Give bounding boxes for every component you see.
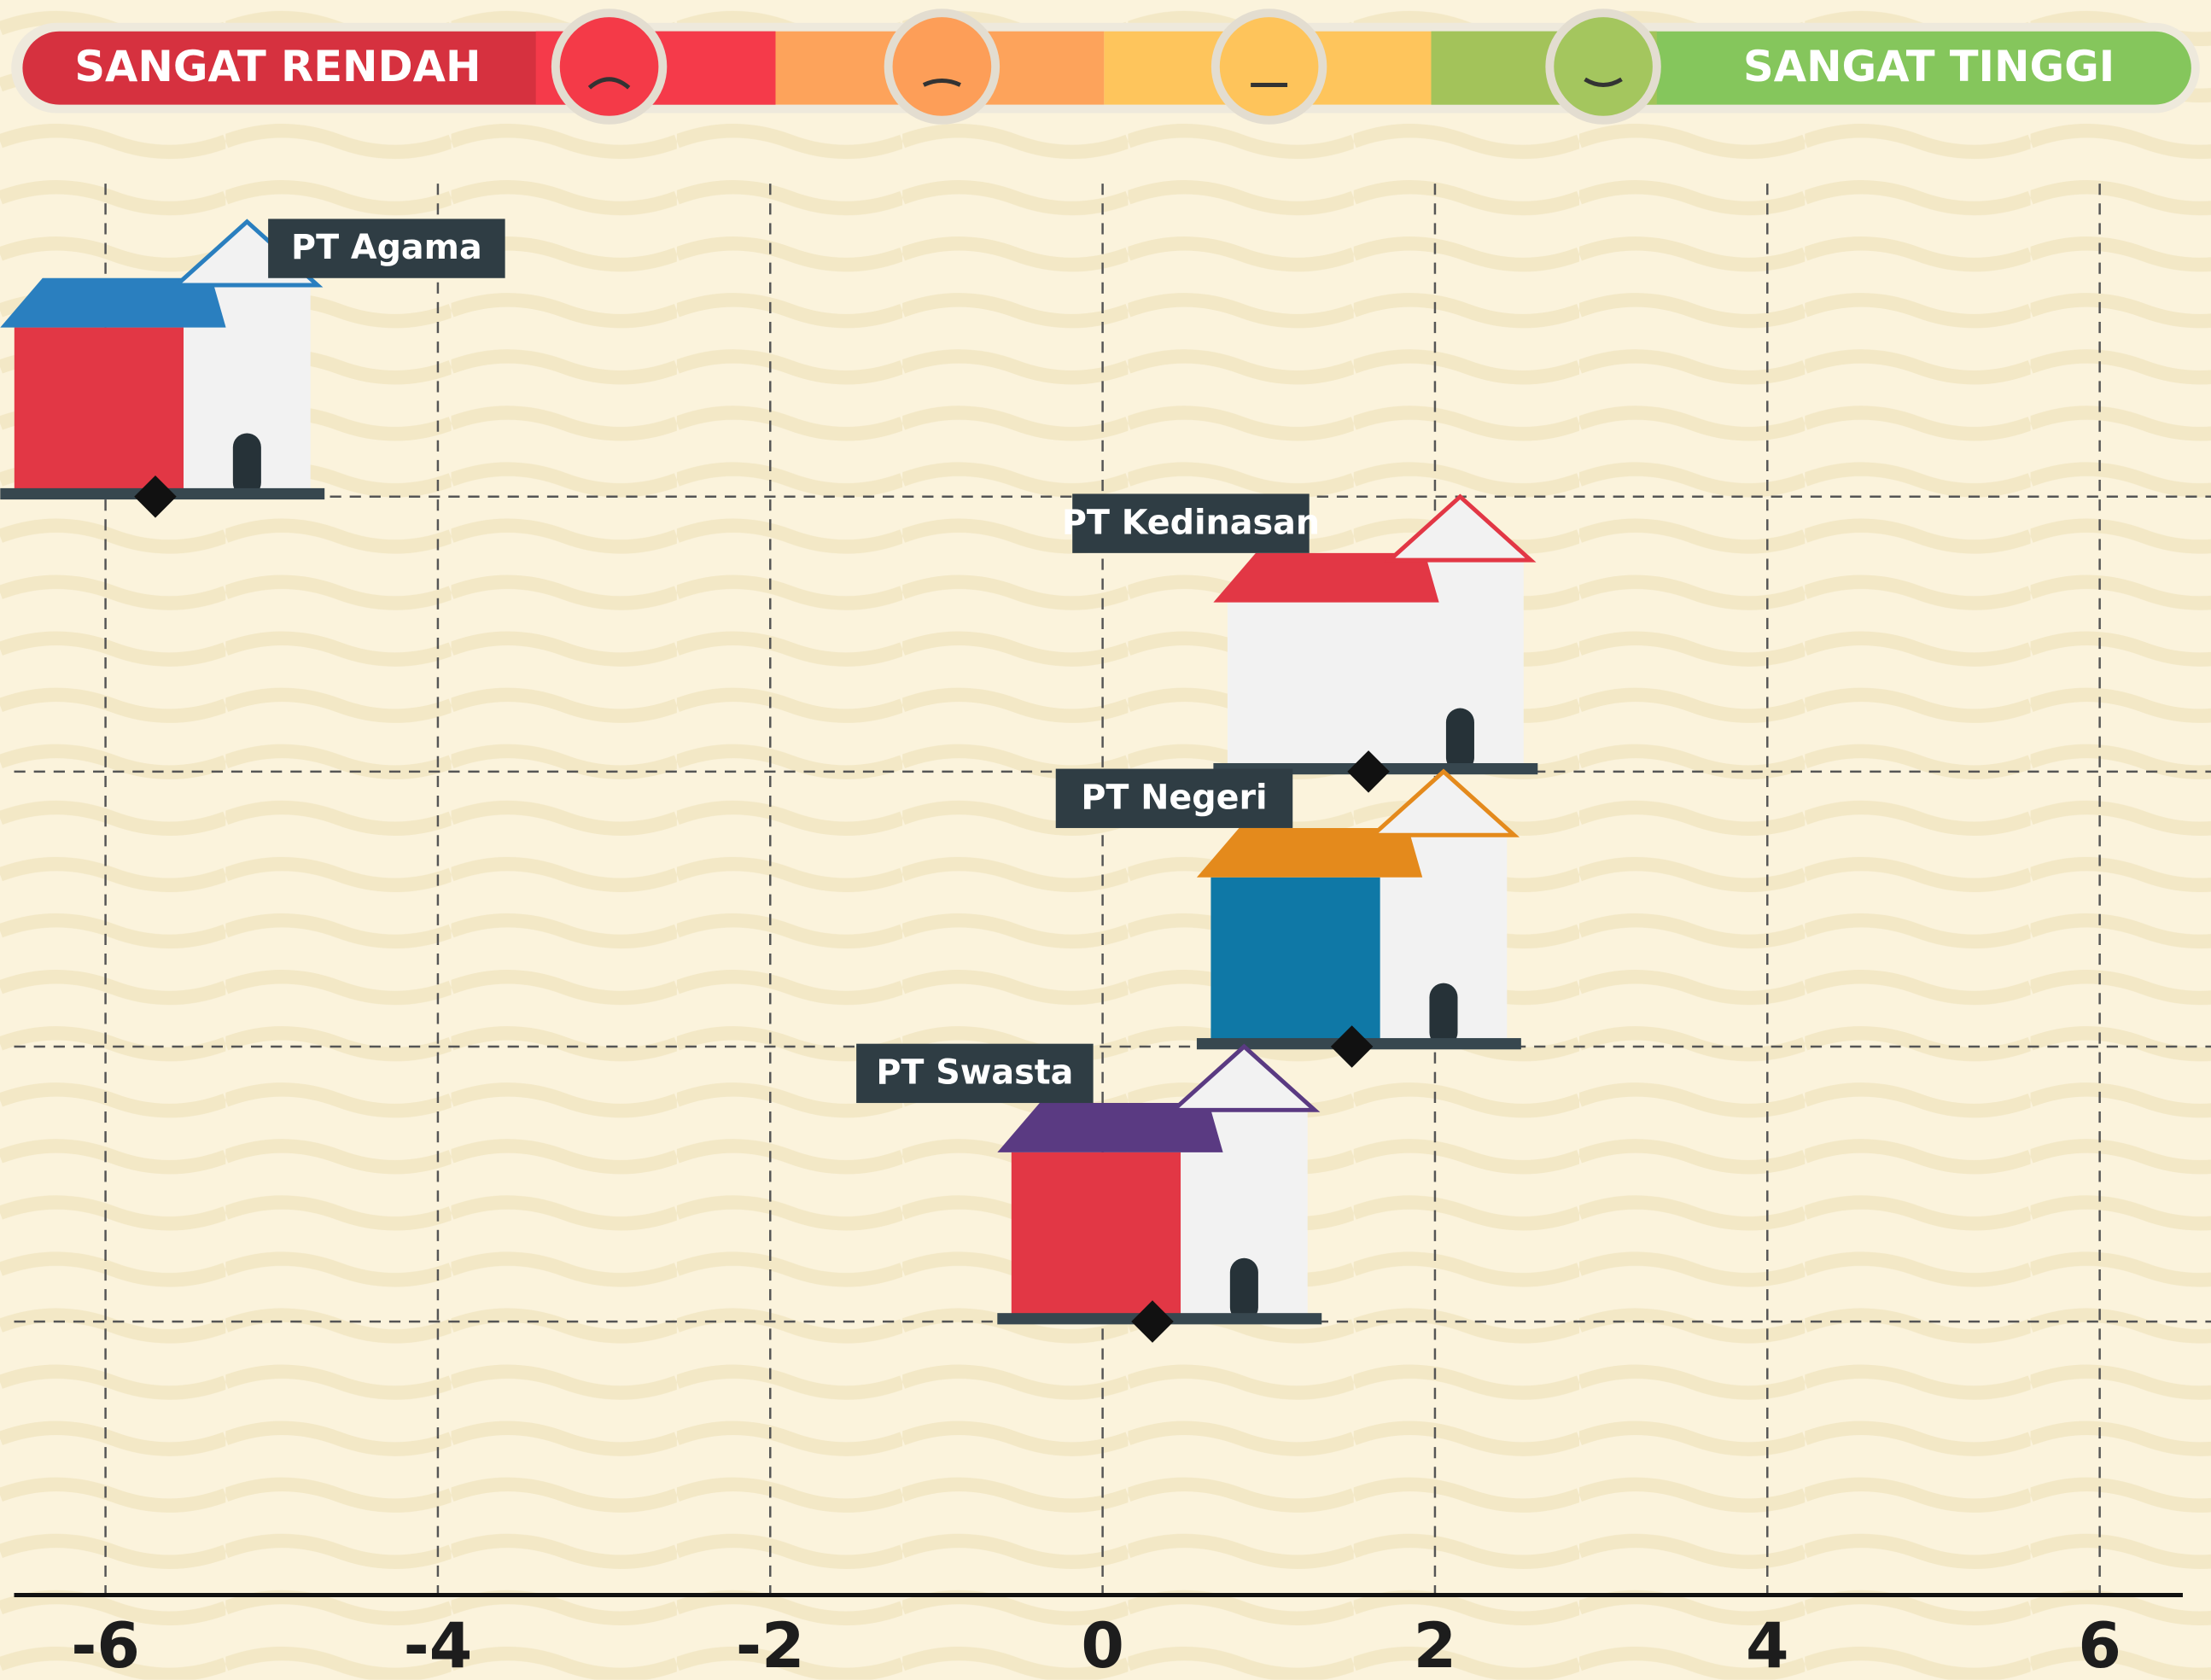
scale-label-high: SANGAT TINGGI (1743, 42, 2115, 91)
building-wall (1012, 1152, 1209, 1321)
x-tick-label: 6 (2078, 1611, 2121, 1680)
x-tick-label: 2 (1414, 1611, 1457, 1680)
category-label: PT Swasta (876, 1053, 1073, 1093)
scale-bar: SANGAT RENDAH SANGAT TINGGI (11, 13, 2200, 120)
building-wall (1211, 878, 1408, 1047)
building-wall (1228, 603, 1425, 772)
chart: SANGAT RENDAH SANGAT TINGGI -6 -4 -2 0 2 4 6 PT… (0, 0, 2211, 1680)
page: SANGAT RENDAH SANGAT TINGGI -6 -4 -2 0 2 4 6 PT… (0, 0, 2211, 1680)
building-door (1429, 983, 1457, 1047)
x-tick-label: -6 (71, 1611, 140, 1680)
category-label: PT Kedinasan (1062, 503, 1320, 542)
x-tick-label: 4 (1746, 1611, 1789, 1680)
scale-label-low: SANGAT RENDAH (74, 42, 481, 91)
category-label: PT Agama (291, 228, 482, 267)
x-tick-label: -4 (404, 1611, 473, 1680)
x-tick-label: 0 (1081, 1611, 1124, 1680)
building-door (233, 433, 261, 496)
x-tick-label: -2 (736, 1611, 805, 1680)
building-wall (15, 328, 212, 497)
category-label: PT Negeri (1081, 778, 1267, 817)
building-door (1446, 709, 1474, 772)
building-door (1230, 1258, 1258, 1321)
